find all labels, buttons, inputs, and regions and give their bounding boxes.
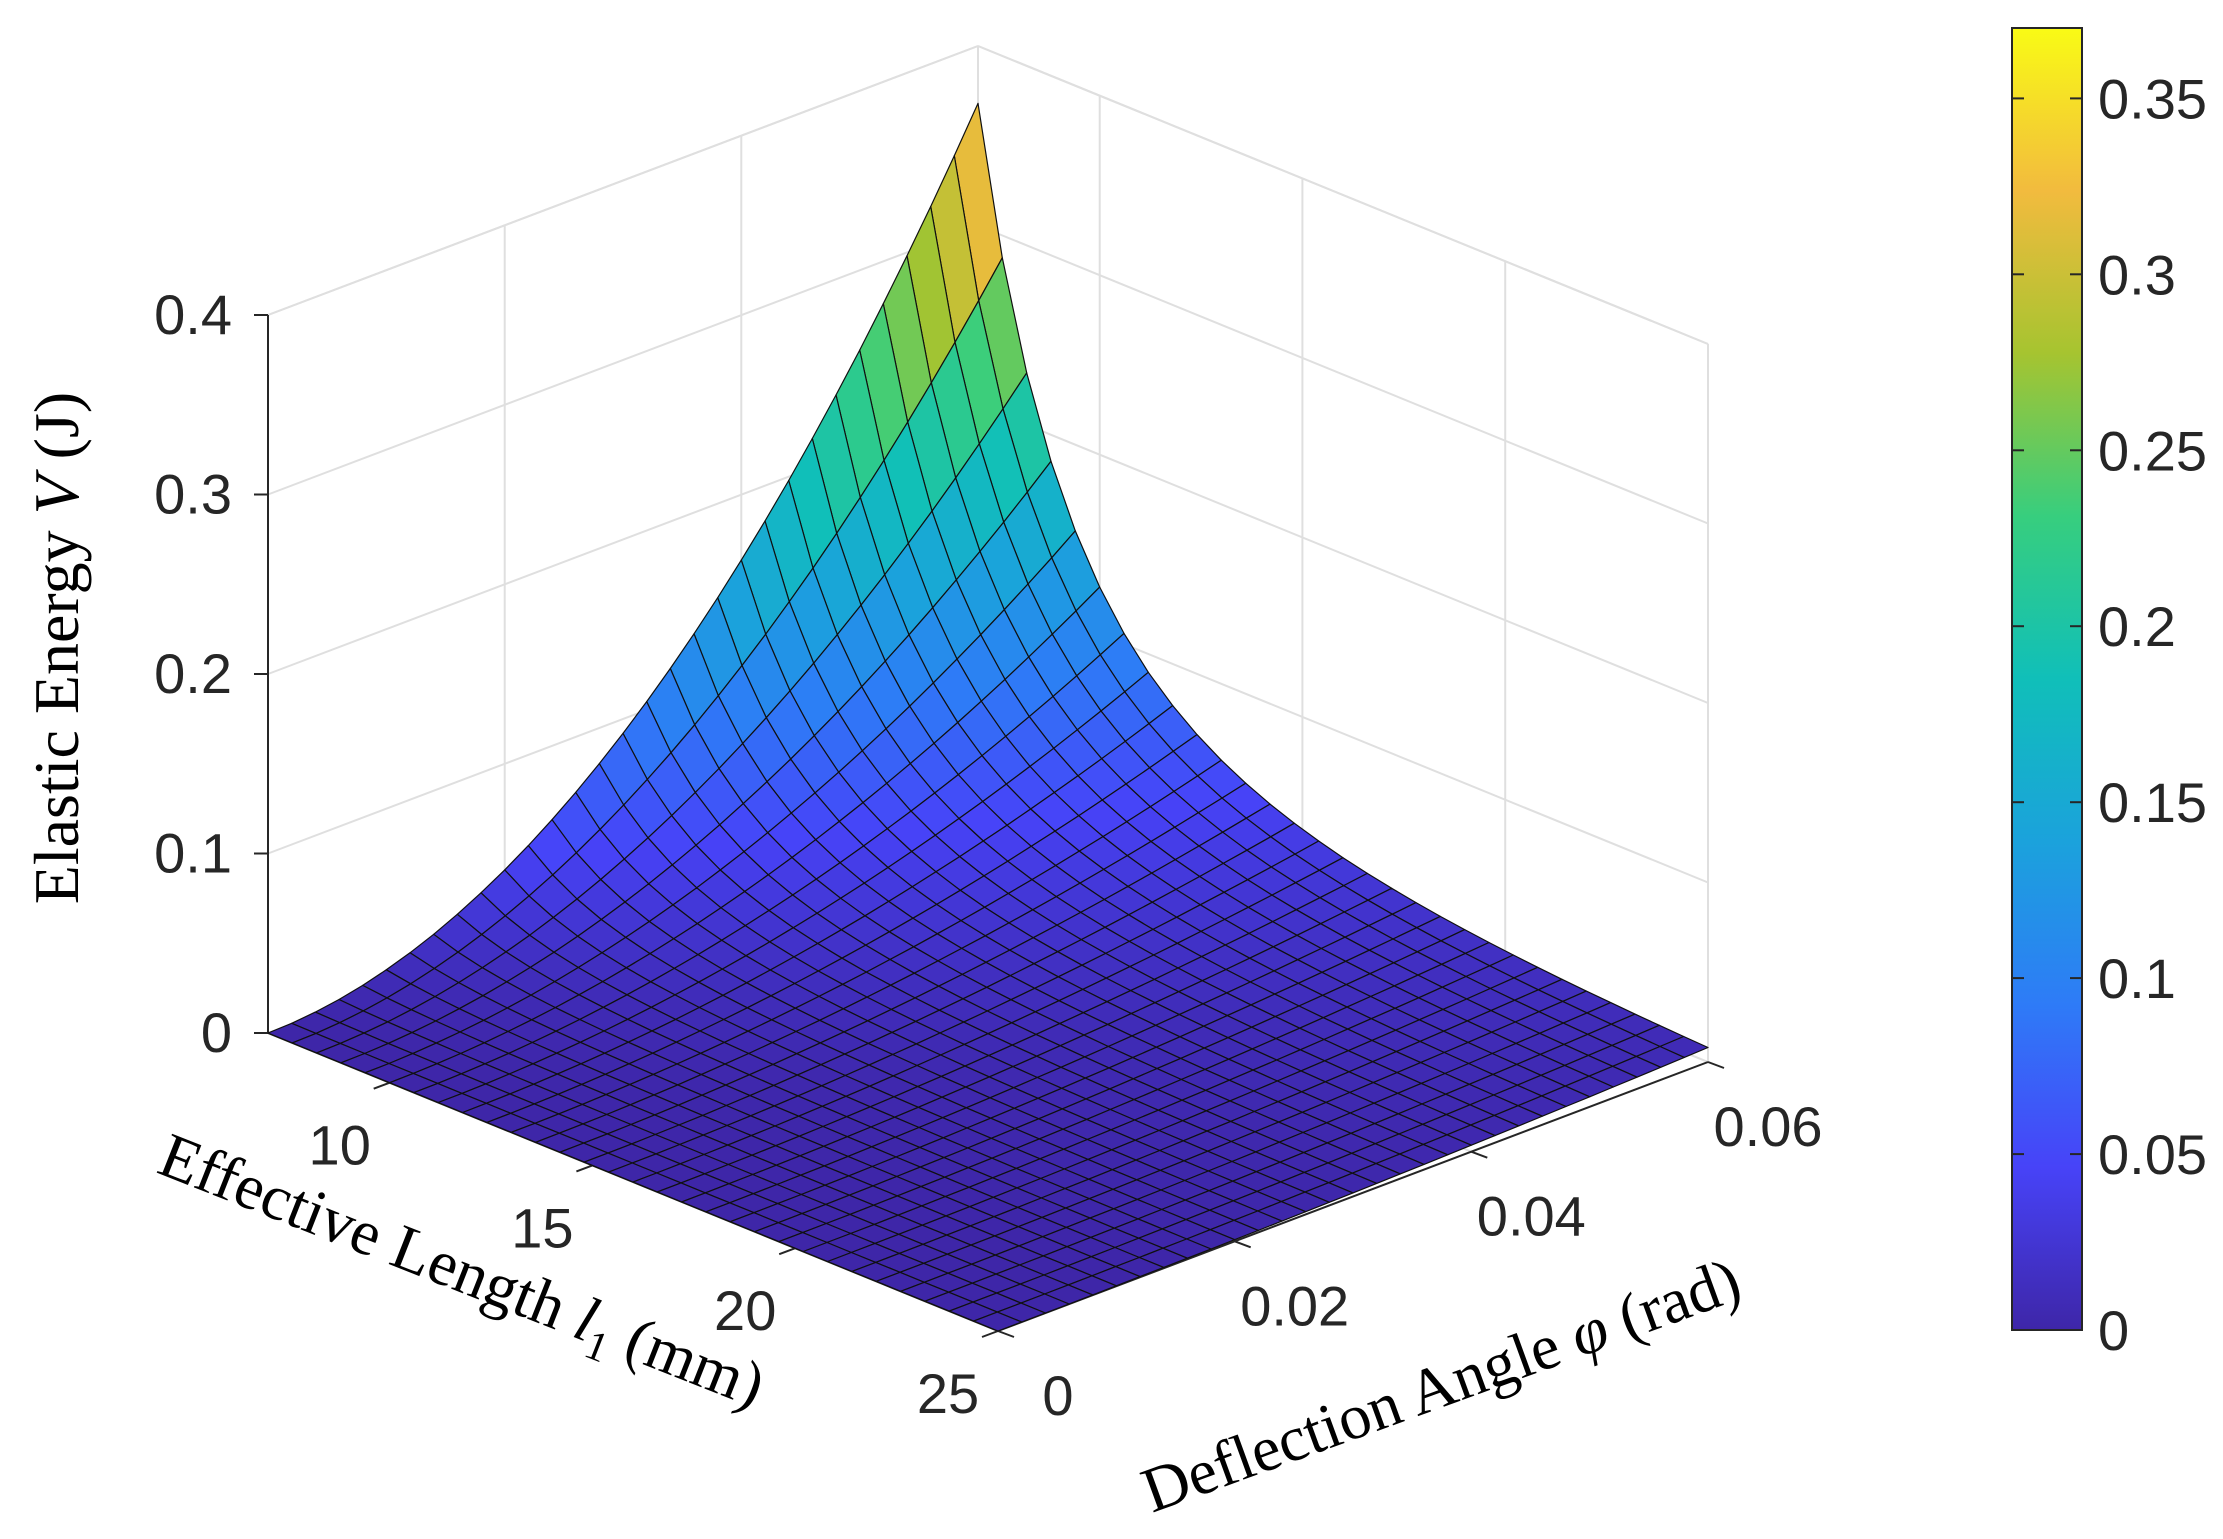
z-tick-label: 0.4 xyxy=(154,283,232,346)
colorbar-ticks: 0 0.05 0.1 0.15 0.2 0.25 0.3 0.35 xyxy=(2012,67,2207,1362)
colorbar-tick-label: 0.3 xyxy=(2098,243,2176,306)
x-tick-mark xyxy=(778,1247,796,1256)
colorbar-tick-label: 0.2 xyxy=(2098,595,2176,658)
tick-labels: 0 0.1 0.2 0.3 0.4 10 15 20 25 0 0.02 0.04 0.06 xyxy=(154,283,1822,1427)
x-tick-label: 10 xyxy=(309,1114,371,1177)
grid-line xyxy=(977,404,1709,704)
x-tick-mark xyxy=(981,1330,999,1338)
box-edge xyxy=(977,45,1709,345)
y-tick-mark xyxy=(1707,1061,1725,1069)
y-tick-label: 0.02 xyxy=(1240,1274,1349,1337)
y-tick-label: 0 xyxy=(1042,1364,1073,1427)
x-tick-label: 25 xyxy=(917,1362,979,1425)
x-tick-label: 15 xyxy=(511,1196,573,1259)
grid-line xyxy=(267,224,979,496)
colorbar-tick-label: 0.15 xyxy=(2098,771,2207,834)
z-tick-label: 0.3 xyxy=(154,463,232,526)
z-tick-label: 0.1 xyxy=(154,822,232,885)
surface-mesh xyxy=(267,102,1709,1332)
z-tick-label: 0.2 xyxy=(154,642,232,705)
x-tick-mark xyxy=(373,1081,391,1090)
y-tick-label: 0.04 xyxy=(1477,1185,1586,1248)
surface-patch xyxy=(973,1311,1023,1332)
colorbar-tick-label: 0.1 xyxy=(2098,947,2176,1010)
y-tick-mark xyxy=(1470,1150,1488,1159)
x-tick-label: 20 xyxy=(714,1279,776,1342)
x-tick-mark xyxy=(576,1164,593,1173)
colorbar-tick-label: 0.35 xyxy=(2098,67,2207,130)
y-axis-label: Deflection Angle φ (rad) xyxy=(1133,1244,1750,1526)
colorbar-tick-label: 0.05 xyxy=(2098,1123,2207,1186)
y-tick-label: 0.06 xyxy=(1714,1095,1823,1158)
z-tick-label: 0 xyxy=(201,1001,232,1064)
y-tick-mark xyxy=(1234,1240,1252,1249)
colorbar-tick-label: 0.25 xyxy=(2098,419,2207,482)
grid-line xyxy=(977,224,1709,525)
colorbar xyxy=(2011,27,2083,1331)
z-axis-label: Elastic Energy V (J) xyxy=(21,392,92,904)
colorbar-tick-label: 0 xyxy=(2098,1299,2129,1362)
box-edge xyxy=(267,45,979,316)
y-tick-mark xyxy=(997,1330,1015,1338)
